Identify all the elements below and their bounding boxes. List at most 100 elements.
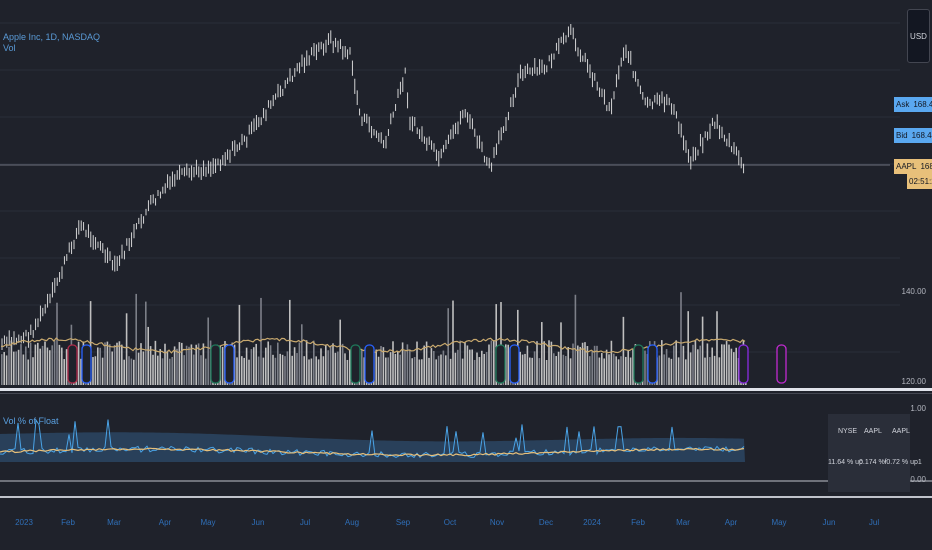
dividend-icon [81,344,92,384]
volume-bar [171,356,173,385]
volume-bar [536,341,538,385]
volume-bar [493,341,495,385]
volume-bar [445,355,447,385]
volume-bar [341,343,344,385]
volume-bar [425,341,428,385]
volume-bar [284,356,286,385]
volume-bar [161,358,164,385]
volume-bar [457,349,459,385]
time-axis-label: Dec [538,518,554,527]
currency-button[interactable]: USD [907,9,930,63]
bar-countdown: 02:51:22 [907,174,932,189]
volume-bar [399,354,401,385]
volume-bar [221,347,224,385]
volume-bar [245,347,248,385]
volume-bar [545,359,548,385]
volume-bar [128,356,130,385]
volume-bar [507,344,509,385]
volume-bar [375,349,377,385]
volume-bar [241,356,243,385]
volume-bar [377,356,380,385]
volume-bar [709,357,711,385]
volume-bar [361,349,363,385]
volume-bar [10,340,13,385]
volume-bar [529,357,531,385]
volume-bar [555,356,557,385]
volume-bar [157,355,159,385]
volume-bar [533,351,536,385]
volume-bar [718,357,721,385]
time-axis-label: 2024 [583,518,601,527]
volume-bar [409,349,411,385]
time-axis-label: Jun [251,518,265,527]
earnings-icon [350,344,361,384]
volume-bar [560,322,562,385]
volume-bar [185,345,188,385]
volume-bar [584,342,586,385]
dividend-icon [224,344,235,384]
volume-bar [447,308,449,385]
volume-bar [476,352,478,385]
volume-bar [308,359,310,385]
symbol-legend[interactable]: Apple Inc, 1D, NASDAQ [3,32,101,42]
volume-bar [449,358,452,385]
volume-bar [363,357,365,385]
volume-bar [694,340,697,385]
volume-bar [94,356,97,385]
float-table-header: NYSE [838,428,858,435]
volume-bar [685,359,687,385]
earnings-icon [495,344,506,384]
volume-bar [562,354,565,385]
volume-bar [281,354,284,385]
dividend-icon [364,344,375,384]
bid-tag-name: Bid [894,128,910,143]
volume-bar [723,344,725,385]
volume-bar [682,345,685,385]
volume-bar [262,357,265,385]
volume-bar [13,351,15,385]
volume-bar [137,352,140,385]
time-axis-separator [0,496,932,498]
volume-bar [274,357,277,385]
volume-bar [147,326,149,385]
volume-bar [704,357,706,385]
volume-bar [601,353,603,385]
volume-bar [579,346,581,385]
volume-bar [106,341,109,385]
volume-bar [557,351,560,385]
volume-bar [118,341,121,385]
volume-bar [577,345,579,385]
volume-bar [716,311,718,385]
volume-bar [140,343,142,385]
volume-bar [277,342,279,385]
time-axis-label: Jul [868,518,880,527]
volume-bar [238,304,241,385]
volume-bar [166,350,169,385]
volume-bar [133,359,135,385]
volume-bar [250,349,253,385]
volume-bar [181,342,183,385]
volume-bar [101,357,104,385]
float-table-header: AAPL [864,428,882,435]
volume-bar [269,345,272,385]
volume-bar [207,317,209,385]
volume-bar [3,352,5,385]
indicator-legend[interactable]: Vol % of Float [3,416,59,426]
volume-bar [461,358,464,385]
float-table-cell: 0.174 %f [859,459,887,466]
volume-bar [322,356,325,385]
volume-bar [63,359,65,385]
volume-bar [442,350,445,385]
price-scale-label: 140.00 [901,287,926,296]
volume-legend[interactable]: Vol [3,43,16,53]
volume-bar [349,349,351,385]
volume-bar [325,345,327,385]
volume-bar [574,294,577,385]
volume-bar [440,354,442,385]
volume-bar [332,343,334,385]
volume-bar [733,352,735,385]
indicator-scale-label: 0.00 [910,475,926,484]
